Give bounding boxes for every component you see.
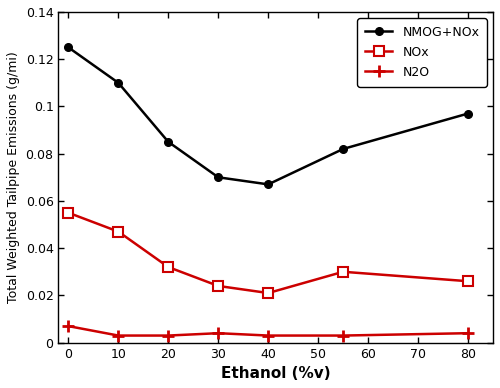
NOx [465, 279, 471, 284]
Legend: NMOG+NOx, NOx, N2O: NMOG+NOx, NOx, N2O [358, 18, 487, 87]
N2O [215, 331, 221, 336]
Line: NMOG+NOx: NMOG+NOx [64, 43, 472, 188]
N2O [166, 333, 172, 338]
NOx [166, 265, 172, 269]
NMOG+NOx [66, 45, 71, 50]
NMOG+NOx [465, 111, 471, 116]
NMOG+NOx [265, 182, 271, 187]
N2O [340, 333, 346, 338]
N2O [66, 324, 71, 328]
N2O [265, 333, 271, 338]
N2O [116, 333, 121, 338]
Line: NOx: NOx [64, 208, 473, 298]
N2O [465, 331, 471, 336]
X-axis label: Ethanol (%v): Ethanol (%v) [221, 366, 330, 381]
Line: N2O: N2O [62, 320, 474, 342]
NMOG+NOx [116, 80, 121, 85]
NOx [66, 210, 71, 215]
NMOG+NOx [340, 147, 346, 151]
NOx [215, 284, 221, 288]
NOx [116, 229, 121, 234]
NOx [265, 291, 271, 295]
Y-axis label: Total Weighted Tailpipe Emissions (g/mi): Total Weighted Tailpipe Emissions (g/mi) [7, 52, 20, 303]
NOx [340, 269, 346, 274]
NMOG+NOx [166, 140, 172, 144]
NMOG+NOx [215, 175, 221, 180]
